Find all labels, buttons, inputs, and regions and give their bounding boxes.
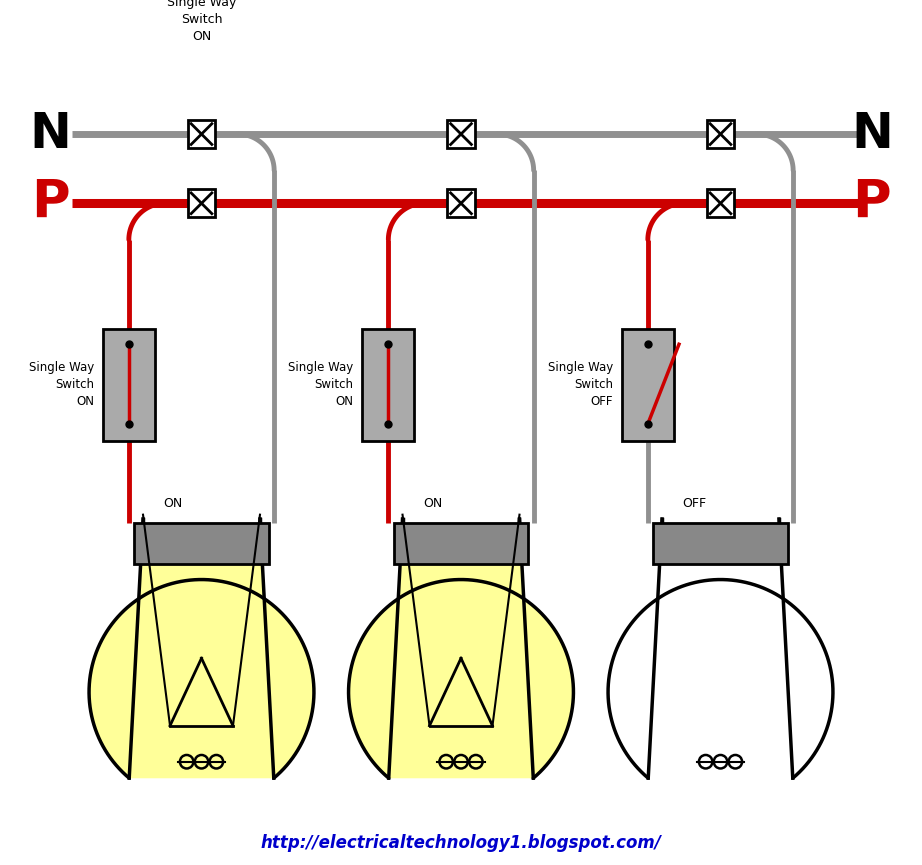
- Text: ON: ON: [423, 497, 443, 510]
- Bar: [706, 120, 734, 148]
- Text: Single Way
Switch
ON: Single Way Switch ON: [29, 362, 94, 408]
- Text: N: N: [30, 110, 71, 158]
- Bar: [447, 120, 475, 148]
- Text: OFF: OFF: [682, 497, 706, 510]
- Text: P: P: [30, 177, 69, 229]
- Text: http://electricaltechnology1.blogspot.com/: http://electricaltechnology1.blogspot.co…: [261, 834, 661, 852]
- Text: Single Way
Switch
ON: Single Way Switch ON: [167, 0, 236, 43]
- Bar: [654, 523, 787, 564]
- Text: Single Way
Switch
ON: Single Way Switch ON: [289, 362, 354, 408]
- Text: Single Way
Switch
OFF: Single Way Switch OFF: [548, 362, 613, 408]
- Text: N: N: [851, 110, 892, 158]
- Polygon shape: [89, 519, 314, 778]
- Bar: [188, 189, 216, 217]
- Bar: [362, 329, 414, 441]
- Bar: [394, 523, 528, 564]
- Bar: [706, 189, 734, 217]
- Text: P: P: [853, 177, 892, 229]
- Polygon shape: [608, 519, 833, 778]
- Polygon shape: [349, 519, 573, 778]
- Bar: [188, 120, 216, 148]
- Bar: [622, 329, 674, 441]
- Bar: [103, 329, 155, 441]
- Bar: [447, 189, 475, 217]
- Bar: [135, 523, 268, 564]
- Text: ON: ON: [163, 497, 183, 510]
